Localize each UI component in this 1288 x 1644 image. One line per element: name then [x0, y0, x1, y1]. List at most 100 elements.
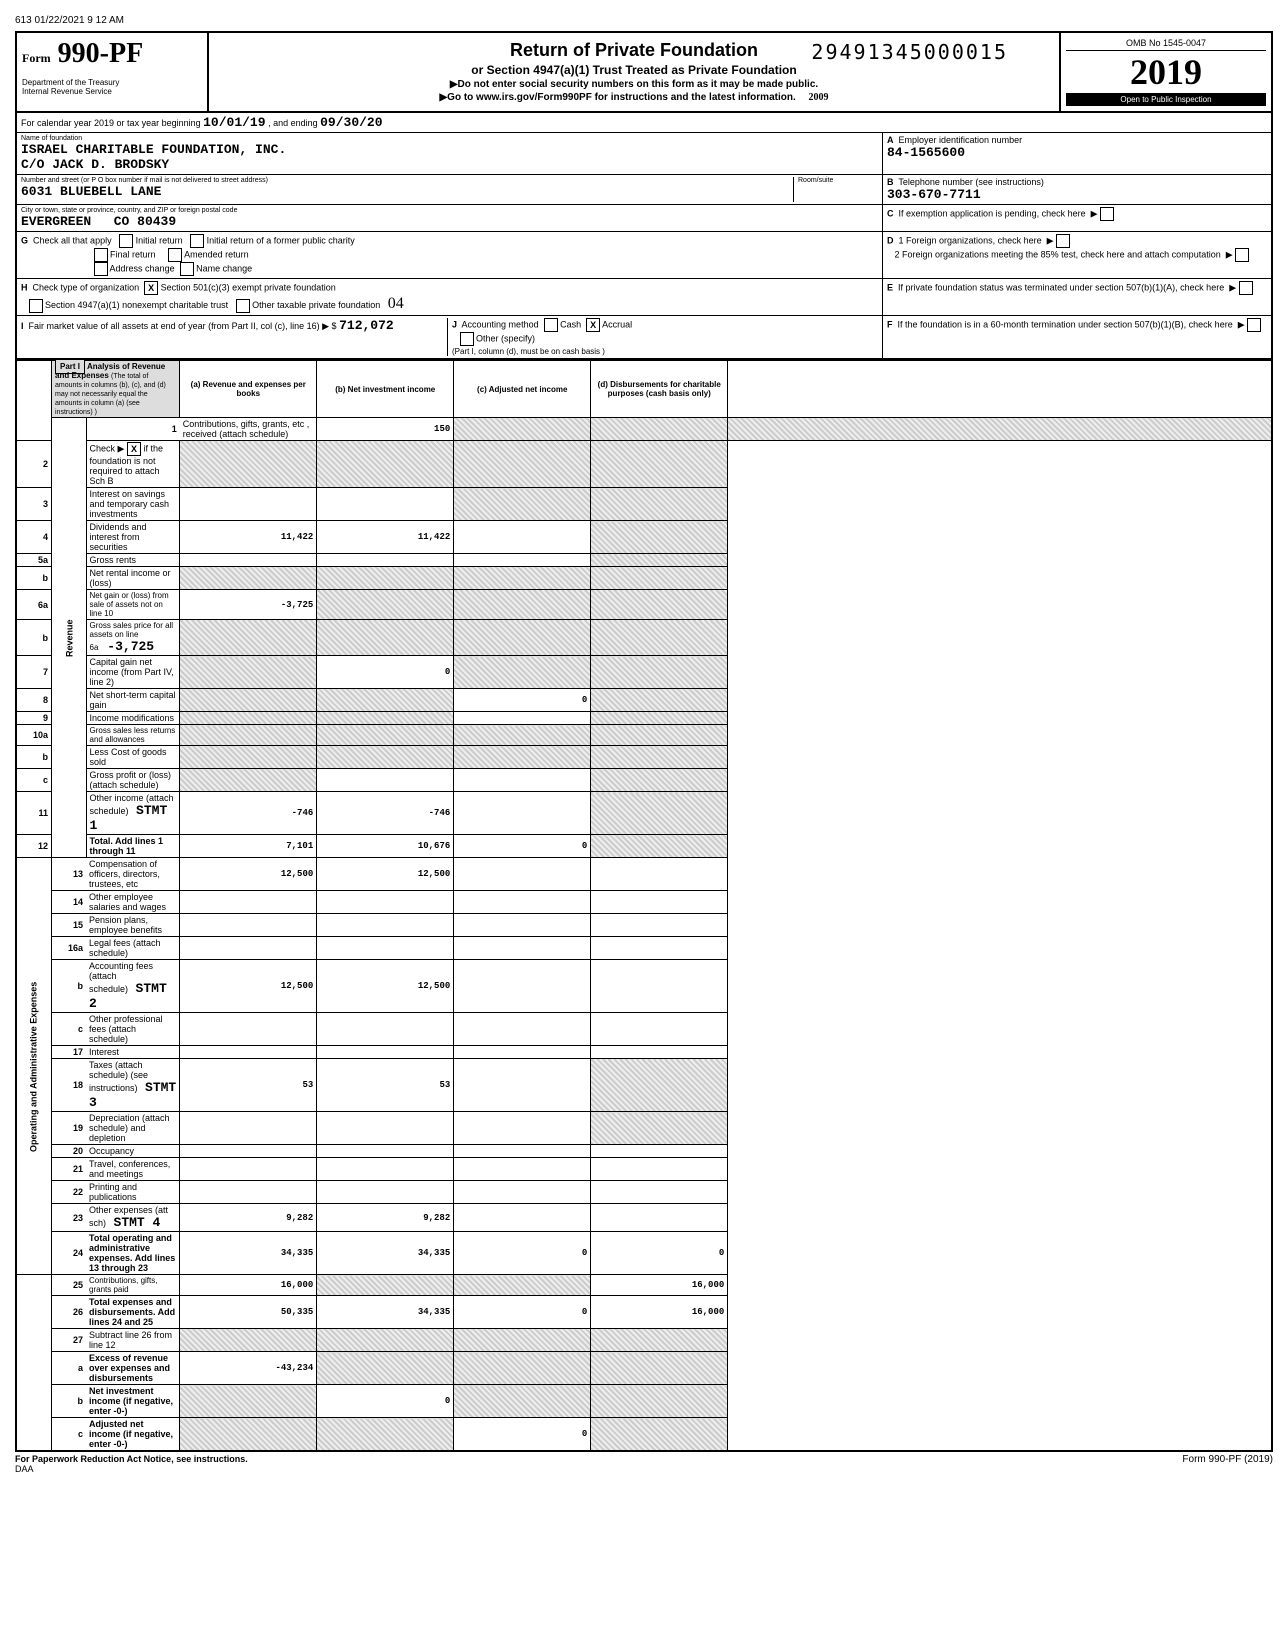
line-25: Contributions, gifts, grants paid	[86, 1275, 180, 1296]
cb-initial-former[interactable]	[190, 234, 204, 248]
line-27b-b: 0	[317, 1385, 454, 1418]
line-1-a: 150	[317, 418, 454, 441]
f-text: If the foundation is in a 60-month termi…	[898, 319, 1233, 329]
line-10c: Gross profit or (loss) (attach schedule)	[86, 769, 180, 792]
tax-year: 2019	[1066, 51, 1266, 93]
line-18-b: 53	[317, 1059, 454, 1112]
cb-other[interactable]	[460, 332, 474, 346]
phone-label: Telephone number (see instructions)	[898, 177, 1044, 187]
line-5b: Net rental income or (loss)	[86, 567, 180, 590]
line-26-a: 50,335	[180, 1296, 317, 1329]
cb-h3[interactable]	[236, 299, 250, 313]
line-6a: Net gain or (loss) from sale of assets n…	[86, 590, 180, 620]
line-24-b: 34,335	[317, 1232, 454, 1275]
line-24: Total operating and administrative expen…	[86, 1232, 180, 1275]
line-7-b: 0	[317, 656, 454, 689]
calendar-mid: , and ending	[268, 118, 318, 128]
name-label: Name of foundation	[21, 135, 878, 142]
label-h: H	[21, 282, 28, 292]
j-note: (Part I, column (d), must be on cash bas…	[452, 347, 605, 356]
ein-label: Employer identification number	[899, 135, 1023, 145]
line-26-d: 16,000	[591, 1296, 728, 1329]
form-website: ▶Go to www.irs.gov/Form990PF for instruc…	[439, 92, 795, 103]
cb-cash[interactable]	[544, 318, 558, 332]
page-timestamp-row: 613 01/22/2021 9 12 AM	[15, 15, 1273, 26]
h-opt3: Other taxable private foundation	[252, 300, 380, 310]
cb-line2[interactable]: X	[127, 442, 141, 456]
calendar-end: 09/30/20	[320, 115, 382, 130]
ein: 84-1565600	[887, 145, 1267, 160]
part1-table: Part I Analysis of Revenue and Expenses …	[15, 359, 1273, 1452]
line-27a-a: -43,234	[180, 1352, 317, 1385]
footer-daa: DAA	[15, 1464, 34, 1474]
line-14: Other employee salaries and wages	[86, 891, 180, 914]
line-3: Interest on savings and temporary cash i…	[86, 488, 180, 521]
checkbox-f[interactable]	[1247, 318, 1261, 332]
opt-name: Name change	[196, 263, 252, 273]
line-9: Income modifications	[86, 712, 180, 725]
form-number: 990-PF	[58, 38, 144, 69]
header-right: OMB No 1545-0047 2019 Open to Public Ins…	[1059, 33, 1271, 111]
line-13-b: 12,500	[317, 858, 454, 891]
line-16a: Legal fees (attach schedule)	[86, 937, 180, 960]
line-12-b: 10,676	[317, 835, 454, 858]
line-6a-a: -3,725	[180, 590, 317, 620]
line-13: Compensation of officers, directors, tru…	[86, 858, 180, 891]
line-26-b: 34,335	[317, 1296, 454, 1329]
label-c: C	[887, 208, 894, 218]
opt-initial-former: Initial return of a former public charit…	[207, 235, 355, 245]
checkbox-e[interactable]	[1239, 281, 1253, 295]
line-4-b: 11,422	[317, 521, 454, 554]
opt-final: Final return	[110, 249, 156, 259]
line-10b: Less Cost of goods sold	[86, 746, 180, 769]
line-11-b: -746	[317, 792, 454, 835]
state-zip: CO 80439	[114, 214, 176, 229]
checkbox-d1[interactable]	[1056, 234, 1070, 248]
e-text: If private foundation status was termina…	[898, 282, 1224, 292]
line-23-a: 9,282	[180, 1204, 317, 1232]
line-27c: Adjusted net income (if negative, enter …	[86, 1418, 180, 1452]
header-left: Form 990-PF Department of the Treasury I…	[17, 33, 209, 111]
line-1: Contributions, gifts, grants, etc , rece…	[180, 418, 317, 441]
j-cash: Cash	[560, 319, 581, 329]
line-22: Printing and publications	[86, 1181, 180, 1204]
line-8: Net short-term capital gain	[86, 689, 180, 712]
calendar-prefix: For calendar year 2019 or tax year begin…	[21, 118, 201, 128]
line-17: Interest	[86, 1046, 180, 1059]
line-12: Total. Add lines 1 through 11	[86, 835, 180, 858]
cb-h2[interactable]	[29, 299, 43, 313]
street: 6031 BLUEBELL LANE	[21, 184, 793, 199]
i-text: Fair market value of all assets at end o…	[29, 321, 337, 331]
stmt-4: STMT 4	[114, 1215, 161, 1230]
line-18: Taxes (attach schedule) (see instruction…	[89, 1060, 148, 1093]
cb-address[interactable]	[94, 262, 108, 276]
checkbox-c[interactable]	[1100, 207, 1114, 221]
label-f: F	[887, 319, 893, 329]
line-12-a: 7,101	[180, 835, 317, 858]
line-24-a: 34,335	[180, 1232, 317, 1275]
cb-initial[interactable]	[119, 234, 133, 248]
label-i: I	[21, 321, 24, 331]
form-warning: ▶Do not enter social security numbers on…	[214, 79, 1054, 90]
cb-amended[interactable]	[168, 248, 182, 262]
footer-left: For Paperwork Reduction Act Notice, see …	[15, 1454, 248, 1464]
cb-accrual[interactable]: X	[586, 318, 600, 332]
cb-name[interactable]	[180, 262, 194, 276]
j-other: Other (specify)	[476, 333, 535, 343]
label-d: D	[887, 235, 894, 245]
omb-number: OMB No 1545-0047	[1066, 38, 1266, 51]
line-4: Dividends and interest from securities	[86, 521, 180, 554]
line-10a: Gross sales less returns and allowances	[86, 725, 180, 746]
cb-final[interactable]	[94, 248, 108, 262]
line-6b-val: -3,725	[107, 639, 154, 654]
line-23-b: 9,282	[317, 1204, 454, 1232]
info-section: For calendar year 2019 or tax year begin…	[15, 111, 1273, 359]
line-19: Depreciation (attach schedule) and deple…	[86, 1112, 180, 1145]
line-24-d: 0	[591, 1232, 728, 1275]
h-text: Check type of organization	[33, 282, 140, 292]
cb-h1[interactable]: X	[144, 281, 158, 295]
form-subtitle: or Section 4947(a)(1) Trust Treated as P…	[214, 63, 1054, 77]
checkbox-d2[interactable]	[1235, 248, 1249, 262]
inspection-notice: Open to Public Inspection	[1066, 93, 1266, 106]
opt-amended: Amended return	[184, 249, 249, 259]
